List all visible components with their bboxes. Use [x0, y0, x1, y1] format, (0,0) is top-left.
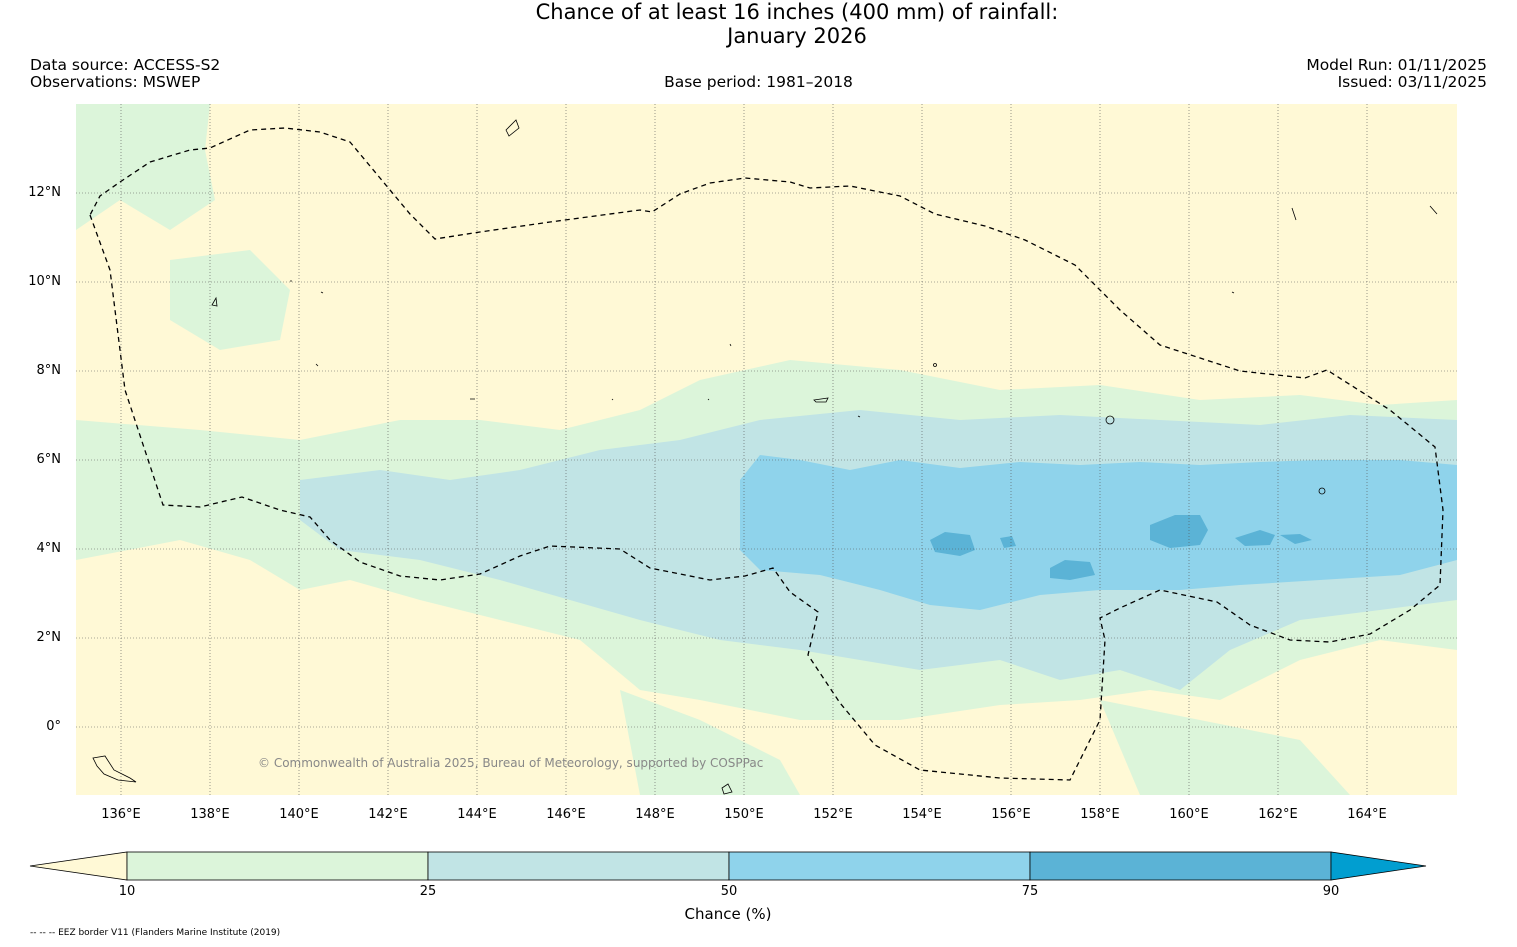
chart-title: Chance of at least 16 inches (400 mm) of… [535, 0, 1059, 24]
lon-label: 162°E [1258, 807, 1298, 822]
model-run: Model Run: 01/11/2025 [1306, 56, 1487, 74]
data-source: Data source: ACCESS-S2 [30, 56, 221, 74]
colorbar-10-25 [126, 851, 429, 881]
lon-label: 154°E [902, 807, 942, 822]
lon-label: 150°E [724, 807, 764, 822]
map-area [76, 104, 1457, 795]
band-75-90-c [1050, 560, 1095, 580]
lat-label: 12°N [28, 185, 61, 200]
colorbar-50-75 [728, 851, 1031, 881]
colorbar-tick: 90 [1322, 884, 1340, 899]
colorbar [29, 851, 1427, 881]
lat-label: 2°N [36, 630, 62, 645]
lat-label: 8°N [36, 363, 62, 378]
chart-subtitle: January 2026 [727, 24, 867, 48]
colorbar-label: Chance (%) [684, 905, 772, 923]
lat-label: 0° [46, 719, 61, 734]
islands [92, 119, 1438, 795]
lon-label: 146°E [546, 807, 586, 822]
band-75-90-e [1235, 530, 1275, 546]
band-10-25 [76, 104, 215, 230]
lon-label: 144°E [457, 807, 497, 822]
band-50-75 [740, 455, 1457, 610]
colorbar-below-10 [29, 851, 128, 881]
colorbar-tick: 25 [419, 884, 437, 899]
lon-label: 158°E [1080, 807, 1120, 822]
band-75-90-f [1280, 534, 1312, 544]
band-75-90-b [1000, 536, 1016, 548]
lat-label: 6°N [36, 452, 62, 467]
band-10-25-northwest [170, 250, 290, 350]
lon-label: 142°E [368, 807, 408, 822]
colorbar-tick: 50 [720, 884, 738, 899]
copyright-notice: © Commonwealth of Australia 2025, Bureau… [258, 756, 764, 770]
colorbar-above-90 [1330, 851, 1427, 881]
band-75-90-a [930, 532, 975, 556]
lon-label: 148°E [635, 807, 675, 822]
eez-note: -- -- -- EEZ border V11 (Flanders Marine… [30, 928, 281, 938]
lon-label: 136°E [101, 807, 141, 822]
issued-date: Issued: 03/11/2025 [1337, 73, 1487, 91]
lat-label: 10°N [28, 274, 61, 289]
band-10-25-south [620, 690, 800, 795]
lon-label: 138°E [190, 807, 230, 822]
lon-label: 160°E [1169, 807, 1209, 822]
gridlines [76, 104, 1457, 795]
colorbar-75-90 [1029, 851, 1332, 881]
observations: Observations: MSWEP [30, 73, 201, 91]
lon-label: 152°E [813, 807, 853, 822]
lat-label: 4°N [36, 541, 62, 556]
colorbar-tick: 75 [1021, 884, 1039, 899]
band-75-90-d [1150, 515, 1208, 548]
band-10-25-southeast [1100, 700, 1350, 795]
lon-label: 156°E [991, 807, 1031, 822]
base-period: Base period: 1981–2018 [664, 73, 853, 91]
lon-label: 140°E [279, 807, 319, 822]
lon-label: 164°E [1347, 807, 1387, 822]
colorbar-25-50 [427, 851, 730, 881]
colorbar-tick: 10 [118, 884, 136, 899]
